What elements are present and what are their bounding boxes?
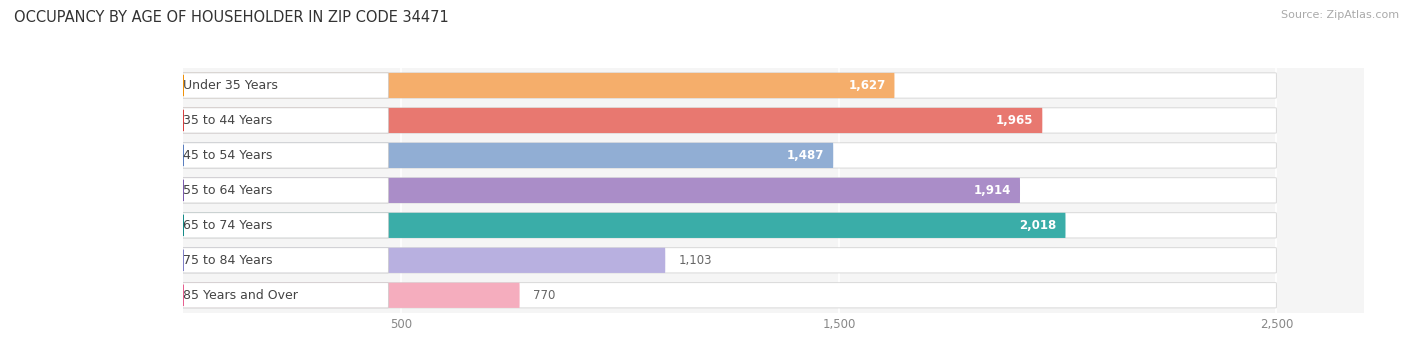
Text: 770: 770 [533,289,555,302]
FancyBboxPatch shape [183,178,1019,203]
Text: 1,487: 1,487 [787,149,824,162]
FancyBboxPatch shape [183,178,1277,203]
FancyBboxPatch shape [183,73,1277,98]
FancyBboxPatch shape [183,283,1277,308]
FancyBboxPatch shape [183,178,388,203]
Text: 1,965: 1,965 [995,114,1033,127]
FancyBboxPatch shape [183,73,388,98]
FancyBboxPatch shape [183,248,388,273]
FancyBboxPatch shape [183,108,1277,133]
FancyBboxPatch shape [183,143,834,168]
Text: 75 to 84 Years: 75 to 84 Years [183,254,273,267]
FancyBboxPatch shape [183,143,1277,168]
FancyBboxPatch shape [183,283,520,308]
Text: 1,103: 1,103 [678,254,711,267]
Text: 2,018: 2,018 [1019,219,1057,232]
Text: 85 Years and Over: 85 Years and Over [183,289,298,302]
FancyBboxPatch shape [183,108,388,133]
FancyBboxPatch shape [183,213,1066,238]
FancyBboxPatch shape [183,213,1277,238]
Text: Source: ZipAtlas.com: Source: ZipAtlas.com [1281,10,1399,20]
FancyBboxPatch shape [183,143,388,168]
Text: 55 to 64 Years: 55 to 64 Years [183,184,273,197]
FancyBboxPatch shape [183,248,1277,273]
Text: 1,627: 1,627 [848,79,886,92]
FancyBboxPatch shape [183,73,894,98]
Text: Under 35 Years: Under 35 Years [183,79,278,92]
Text: 65 to 74 Years: 65 to 74 Years [183,219,273,232]
Text: 1,914: 1,914 [974,184,1011,197]
Text: 45 to 54 Years: 45 to 54 Years [183,149,273,162]
FancyBboxPatch shape [183,283,388,308]
Text: OCCUPANCY BY AGE OF HOUSEHOLDER IN ZIP CODE 34471: OCCUPANCY BY AGE OF HOUSEHOLDER IN ZIP C… [14,10,449,25]
FancyBboxPatch shape [183,248,665,273]
Text: 35 to 44 Years: 35 to 44 Years [183,114,273,127]
FancyBboxPatch shape [183,213,388,238]
FancyBboxPatch shape [183,108,1042,133]
